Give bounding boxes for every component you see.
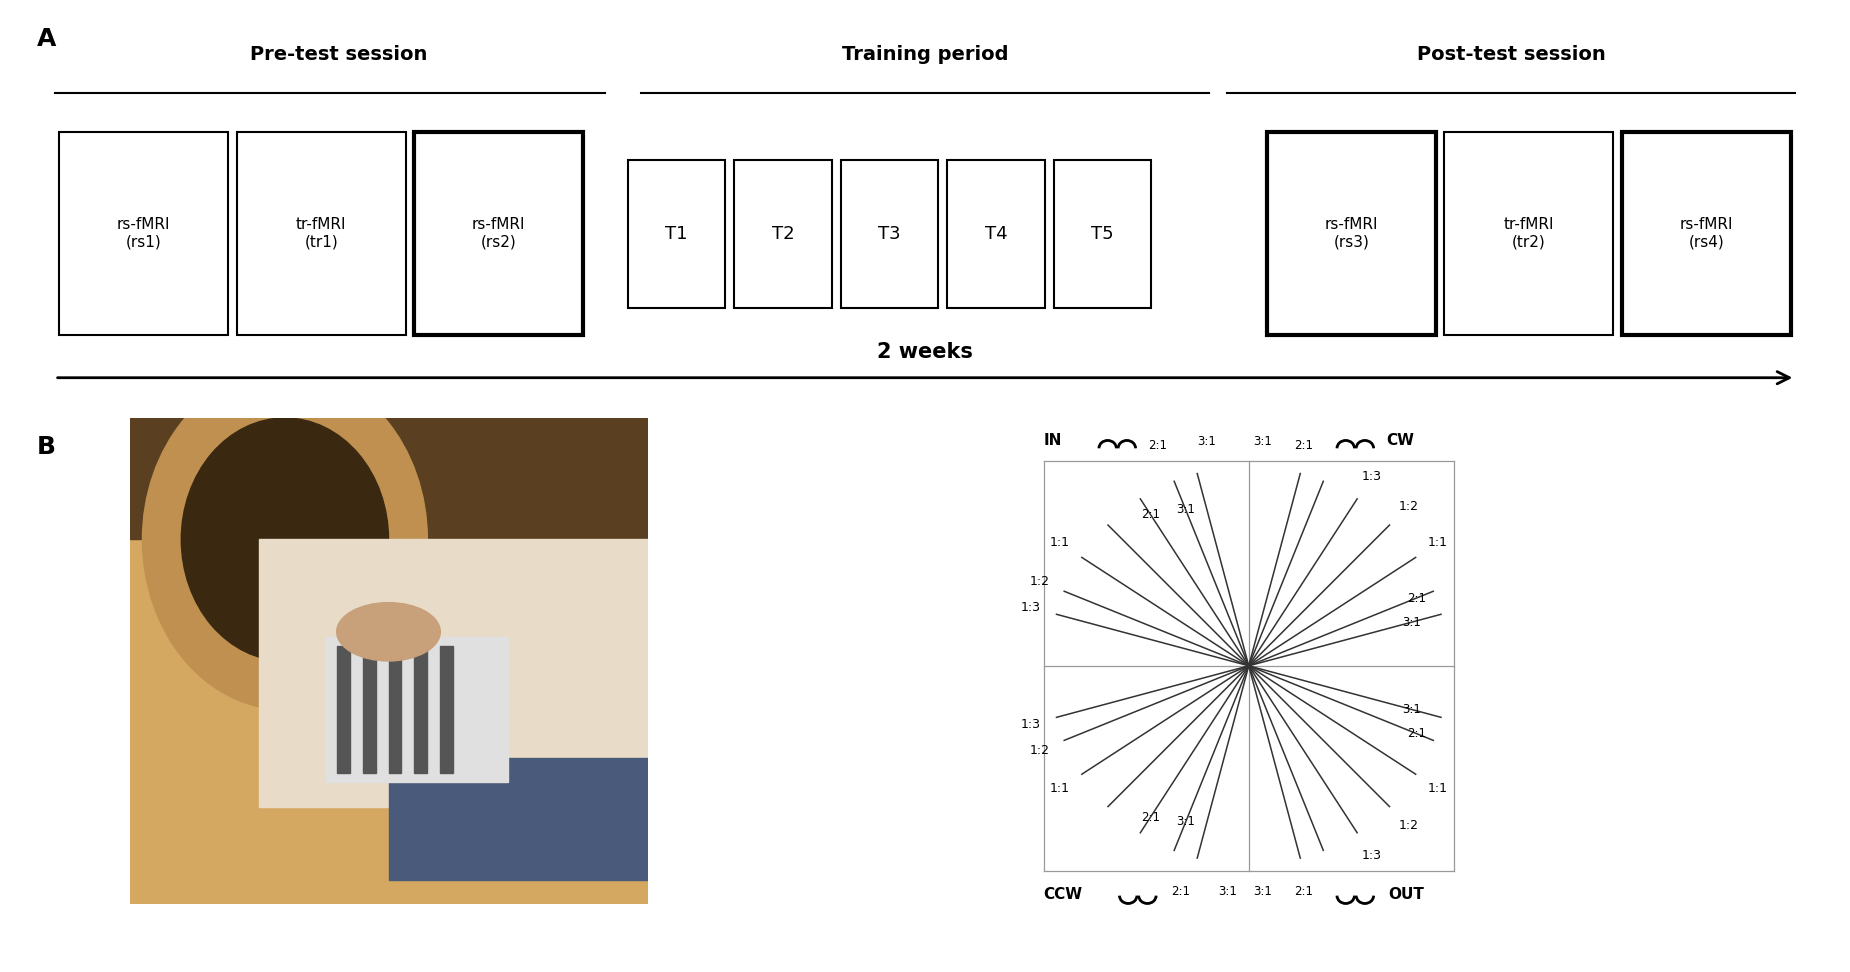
- Text: Training period: Training period: [842, 45, 1008, 64]
- Bar: [337, 646, 350, 773]
- Text: 2:1: 2:1: [1141, 508, 1160, 521]
- Text: 1:3: 1:3: [1362, 849, 1382, 861]
- Text: 1:1: 1:1: [1049, 537, 1069, 549]
- Bar: [130, 418, 648, 539]
- Bar: [1622, 132, 1791, 335]
- Bar: [237, 132, 405, 335]
- Text: rs-fMRI
(rs4): rs-fMRI (rs4): [1680, 218, 1733, 250]
- Text: 2:1: 2:1: [1406, 727, 1426, 740]
- Text: 3:1: 3:1: [1177, 816, 1195, 828]
- Text: CW: CW: [1386, 434, 1413, 448]
- Text: 1:3: 1:3: [1021, 717, 1042, 731]
- Text: B: B: [37, 435, 56, 459]
- Text: 3:1: 3:1: [1252, 435, 1271, 448]
- Text: 2 weeks: 2 weeks: [877, 342, 973, 362]
- Text: 3:1: 3:1: [1252, 885, 1271, 898]
- Ellipse shape: [181, 418, 388, 661]
- Text: 3:1: 3:1: [1402, 616, 1421, 629]
- Text: 2:1: 2:1: [1293, 885, 1313, 898]
- Bar: [414, 132, 583, 335]
- Text: T4: T4: [984, 225, 1008, 243]
- Text: 2:1: 2:1: [1171, 885, 1190, 898]
- Bar: [363, 646, 376, 773]
- Bar: [947, 159, 1045, 307]
- Ellipse shape: [337, 603, 440, 661]
- Text: 2:1: 2:1: [1141, 811, 1160, 823]
- Text: 3:1: 3:1: [1217, 885, 1238, 898]
- Text: 1:1: 1:1: [1428, 782, 1449, 795]
- Bar: [59, 132, 228, 335]
- Text: Pre-test session: Pre-test session: [250, 45, 427, 64]
- Bar: [388, 758, 648, 880]
- Text: 2:1: 2:1: [1406, 592, 1426, 605]
- Text: 1:2: 1:2: [1029, 574, 1049, 588]
- Bar: [259, 539, 648, 807]
- Text: 3:1: 3:1: [1177, 503, 1195, 516]
- Text: 1:2: 1:2: [1399, 500, 1419, 512]
- Text: 1:3: 1:3: [1021, 601, 1042, 614]
- Text: 1:2: 1:2: [1029, 744, 1049, 757]
- Text: T2: T2: [771, 225, 794, 243]
- Text: OUT: OUT: [1388, 887, 1424, 902]
- Text: 1:3: 1:3: [1362, 470, 1382, 483]
- Ellipse shape: [142, 369, 427, 710]
- Text: Post-test session: Post-test session: [1417, 45, 1606, 64]
- Text: T3: T3: [879, 225, 901, 243]
- Text: 2:1: 2:1: [1293, 439, 1313, 452]
- Text: 2:1: 2:1: [1149, 439, 1167, 452]
- Bar: [840, 159, 938, 307]
- Bar: [1267, 132, 1436, 335]
- Bar: [440, 646, 453, 773]
- Text: tr-fMRI
(tr1): tr-fMRI (tr1): [296, 218, 346, 250]
- Text: 1:2: 1:2: [1399, 819, 1419, 832]
- Text: T5: T5: [1092, 225, 1114, 243]
- Text: rs-fMRI
(rs2): rs-fMRI (rs2): [472, 218, 525, 250]
- Bar: [734, 159, 832, 307]
- Bar: [1054, 159, 1151, 307]
- Text: A: A: [37, 27, 56, 51]
- Bar: [414, 646, 427, 773]
- Bar: [627, 159, 725, 307]
- Text: 3:1: 3:1: [1197, 435, 1215, 448]
- Text: rs-fMRI
(rs1): rs-fMRI (rs1): [117, 218, 170, 250]
- Text: 3:1: 3:1: [1402, 703, 1421, 715]
- Text: tr-fMRI
(tr2): tr-fMRI (tr2): [1504, 218, 1554, 250]
- Bar: [388, 646, 401, 773]
- Text: IN: IN: [1043, 434, 1062, 448]
- Text: rs-fMRI
(rs3): rs-fMRI (rs3): [1325, 218, 1378, 250]
- Text: 1:1: 1:1: [1428, 537, 1449, 549]
- Text: CCW: CCW: [1043, 887, 1082, 902]
- Bar: [326, 637, 507, 782]
- Text: T1: T1: [666, 225, 688, 243]
- Bar: [1445, 132, 1613, 335]
- Text: 1:1: 1:1: [1049, 782, 1069, 795]
